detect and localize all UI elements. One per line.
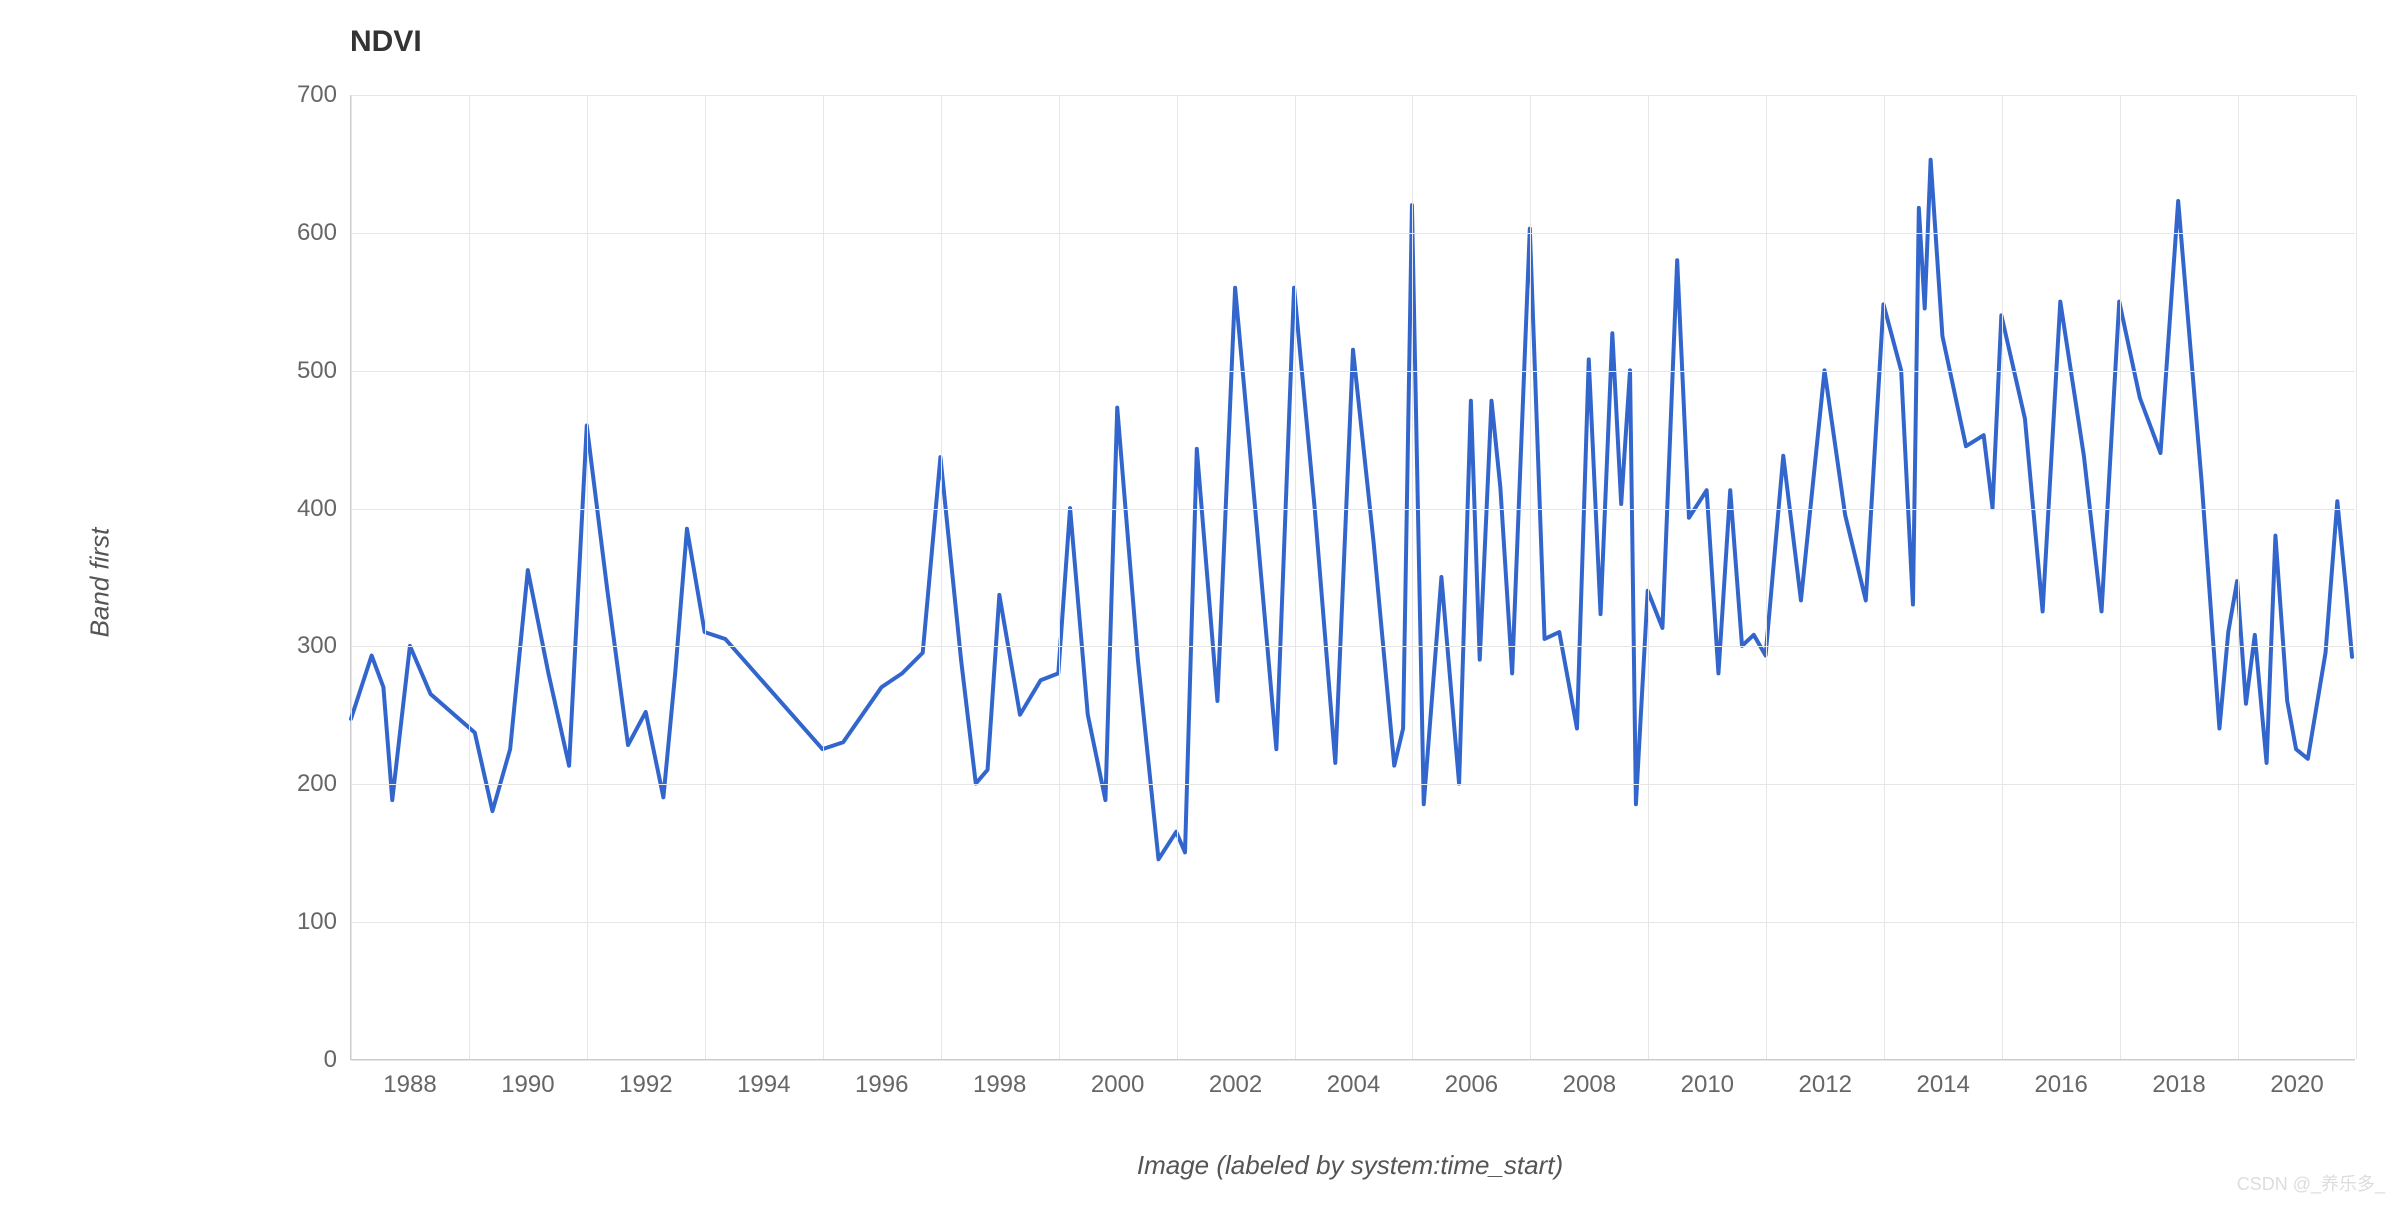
gridline-vertical <box>469 95 470 1059</box>
x-tick-label: 2006 <box>1445 1059 1498 1099</box>
x-tick-label: 2000 <box>1091 1059 1144 1099</box>
gridline-vertical <box>705 95 706 1059</box>
plot-area: 0100200300400500600700198819901992199419… <box>350 95 2355 1060</box>
x-axis-label: Image (labeled by system:time_start) <box>950 1150 1750 1181</box>
gridline-vertical <box>351 95 352 1059</box>
x-tick-label: 2018 <box>2152 1059 2205 1099</box>
x-tick-label: 2008 <box>1563 1059 1616 1099</box>
x-tick-label: 2014 <box>1917 1059 1970 1099</box>
x-tick-label: 1994 <box>737 1059 790 1099</box>
gridline-vertical <box>1295 95 1296 1059</box>
gridline-vertical <box>941 95 942 1059</box>
gridline-vertical <box>1177 95 1178 1059</box>
gridline-horizontal <box>351 233 2355 234</box>
gridline-vertical <box>1766 95 1767 1059</box>
gridline-vertical <box>587 95 588 1059</box>
x-tick-label: 2016 <box>2034 1059 2087 1099</box>
gridline-vertical <box>2120 95 2121 1059</box>
x-tick-label: 2020 <box>2270 1059 2323 1099</box>
y-tick-label: 300 <box>297 632 351 660</box>
chart-title: NDVI <box>350 25 422 59</box>
gridline-vertical <box>1530 95 1531 1059</box>
gridline-horizontal <box>351 509 2355 510</box>
y-tick-label: 400 <box>297 495 351 523</box>
gridline-vertical <box>2238 95 2239 1059</box>
x-tick-label: 2002 <box>1209 1059 1262 1099</box>
x-tick-label: 2004 <box>1327 1059 1380 1099</box>
gridline-horizontal <box>351 922 2355 923</box>
gridline-vertical <box>1648 95 1649 1059</box>
y-tick-label: 100 <box>297 908 351 936</box>
y-tick-label: 0 <box>324 1046 351 1074</box>
y-axis-label: Band first <box>85 483 116 683</box>
y-tick-label: 500 <box>297 357 351 385</box>
x-tick-label: 1996 <box>855 1059 908 1099</box>
gridline-vertical <box>1059 95 1060 1059</box>
watermark-text: CSDN @_养乐多_ <box>2237 1170 2385 1196</box>
y-tick-label: 600 <box>297 219 351 247</box>
gridline-vertical <box>2002 95 2003 1059</box>
x-tick-label: 2012 <box>1799 1059 1852 1099</box>
x-tick-label: 1998 <box>973 1059 1026 1099</box>
x-tick-label: 1990 <box>501 1059 554 1099</box>
line-series-svg <box>351 95 2355 1059</box>
gridline-horizontal <box>351 646 2355 647</box>
gridline-horizontal <box>351 784 2355 785</box>
gridline-vertical <box>1412 95 1413 1059</box>
y-tick-label: 200 <box>297 770 351 798</box>
gridline-vertical <box>1884 95 1885 1059</box>
gridline-horizontal <box>351 95 2355 96</box>
gridline-horizontal <box>351 371 2355 372</box>
x-tick-label: 1992 <box>619 1059 672 1099</box>
x-tick-label: 1988 <box>383 1059 436 1099</box>
gridline-vertical <box>2356 95 2357 1059</box>
x-tick-label: 2010 <box>1681 1059 1734 1099</box>
chart-container: NDVI Band first 010020030040050060070019… <box>0 0 2405 1216</box>
gridline-vertical <box>823 95 824 1059</box>
y-tick-label: 700 <box>297 81 351 109</box>
